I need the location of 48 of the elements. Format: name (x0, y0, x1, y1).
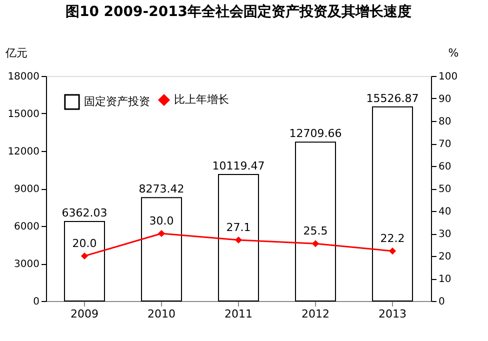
y-tick-label: 15000 (8, 109, 40, 120)
data-label: 25.5 (303, 224, 328, 238)
bar (64, 220, 105, 302)
y2-tick-label: 10 (438, 274, 452, 285)
y2-tick-label: 90 (438, 94, 452, 105)
y2-tick-label: 0 (438, 296, 445, 308)
y2-tick-label: 100 (438, 72, 458, 82)
data-label: 22.2 (380, 232, 405, 246)
chart-title: 图10 2009-2013年全社会固定资产投资及其增长速度 (65, 3, 412, 20)
bar (295, 142, 336, 302)
data-label: 6362.03 (62, 206, 108, 220)
point (80, 252, 88, 260)
x-tick-label: 2009 (70, 308, 98, 320)
legend-label: 比上年增长 (174, 93, 229, 106)
data-label: 27.1 (226, 221, 251, 234)
data-label: 8273.42 (138, 182, 184, 196)
y-tick-label: 0 (33, 296, 40, 308)
y-axis-title: 亿元 (4, 46, 28, 60)
y2-tick-label: 20 (438, 252, 452, 262)
y2-tick-label: 70 (438, 139, 452, 150)
data-label: 30.0 (149, 214, 174, 228)
data-label: 10119.47 (212, 160, 265, 173)
point (312, 240, 320, 248)
y2-tick-label: 80 (438, 116, 452, 128)
data-label: 20.0 (72, 237, 97, 250)
y2-tick-label: 60 (438, 162, 452, 172)
legend-label: 固定资产投资 (84, 95, 150, 108)
point (234, 236, 242, 244)
data-label: 12709.66 (289, 127, 342, 140)
x-tick-label: 2011 (224, 308, 252, 320)
y-tick-label: 9000 (14, 184, 40, 195)
y2-tick-label: 50 (438, 184, 452, 195)
point (388, 248, 396, 255)
y2-tick-label: 30 (438, 229, 452, 240)
y2-tick-label: 40 (438, 206, 452, 218)
bar (218, 174, 259, 302)
bar (141, 197, 182, 302)
point (158, 230, 166, 238)
x-tick-label: 2012 (302, 308, 330, 320)
bar (372, 106, 413, 302)
y-tick-label: 12000 (8, 146, 40, 158)
data-label: 15526.87 (366, 92, 419, 105)
y-tick-label: 3000 (14, 259, 40, 270)
y-tick-label: 18000 (8, 72, 40, 82)
y-tick-label: 6000 (14, 222, 40, 232)
y2-axis-title: % (448, 46, 459, 60)
x-tick-label: 2010 (148, 308, 176, 320)
x-tick-label: 2013 (378, 308, 406, 320)
